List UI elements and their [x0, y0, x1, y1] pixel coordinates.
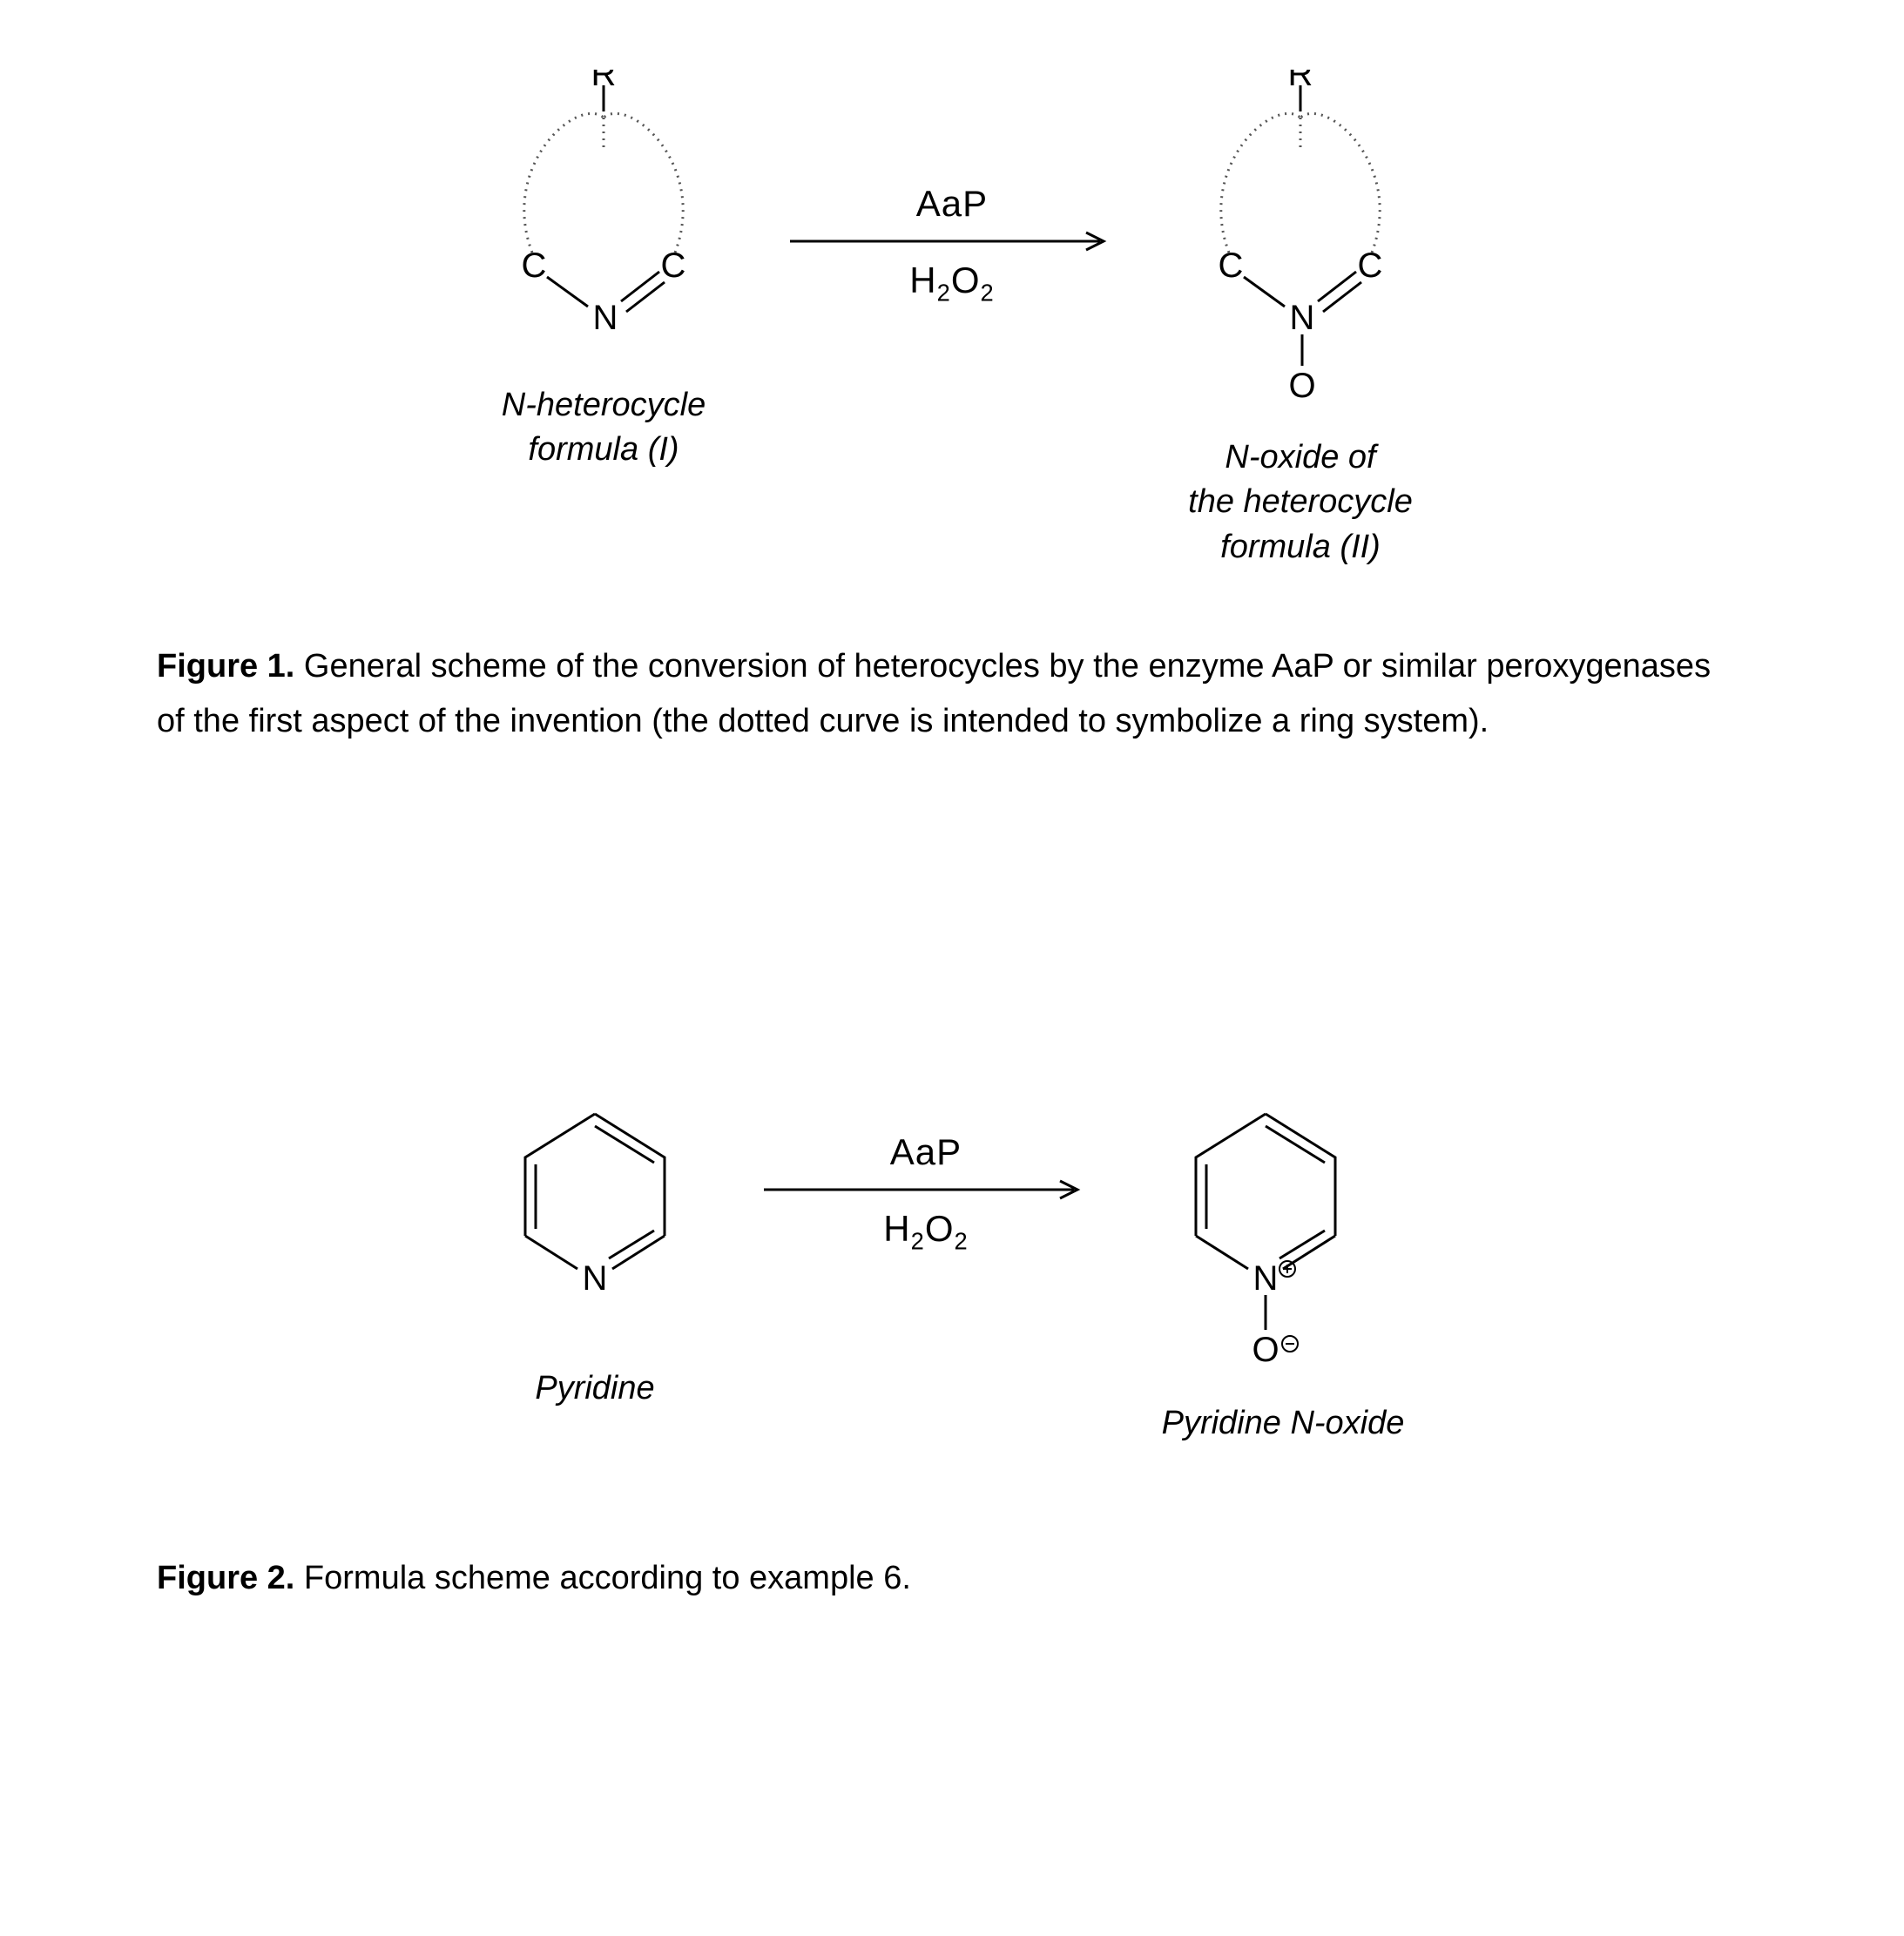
atom-C-right: C [1358, 246, 1383, 285]
fig1-left-molecule: R C C N N-heterocycleformula (I) [473, 70, 734, 473]
fig2-caption-text: Formula scheme according to example 6. [294, 1560, 911, 1596]
reaction-arrow-icon [760, 1177, 1091, 1203]
figure-2-block: N Pyridine AaP H2O2 [157, 1079, 1747, 1605]
atom-N: N [1290, 299, 1315, 337]
page: R C C N N-heterocycleformula (I) AaP H2O… [0, 0, 1904, 1936]
fig2-right-molecule: N O Pyridine N-oxide [1144, 1079, 1422, 1446]
atom-O: O [1288, 367, 1315, 405]
reaction-arrow-icon [787, 228, 1117, 254]
noxide-structure: R C C N O [1170, 70, 1431, 418]
figure-1-caption: Figure 1. General scheme of the conversi… [157, 639, 1747, 748]
fig1-arrow-bottom: H2O2 [909, 260, 994, 307]
atom-N: N [583, 1259, 608, 1298]
pyridine-noxide-structure: N O [1144, 1079, 1422, 1393]
atom-C-left: C [1219, 246, 1244, 285]
figure-1-scheme: R C C N N-heterocycleformula (I) AaP H2O… [157, 70, 1747, 570]
atom-C-left: C [522, 246, 547, 285]
fig2-right-label: Pyridine N-oxide [1162, 1401, 1405, 1446]
fig1-arrow: AaP H2O2 [787, 70, 1117, 307]
atom-N: N [593, 299, 618, 337]
fig1-right-label: N-oxide ofthe heterocycleformula (II) [1188, 435, 1413, 570]
fig1-right-molecule: R C C N O N-oxide ofthe heterocycleformu… [1170, 70, 1431, 570]
atom-O: O [1252, 1331, 1279, 1369]
fig2-left-molecule: N Pyridine [482, 1079, 708, 1411]
figure-2-scheme: N Pyridine AaP H2O2 [157, 1079, 1747, 1446]
fig2-left-label: Pyridine [535, 1366, 654, 1411]
fig2-caption-label: Figure 2. [157, 1560, 294, 1596]
fig2-arrow-bottom: H2O2 [883, 1208, 968, 1255]
nheterocycle-structure: R C C N [473, 70, 734, 366]
atom-R: R [591, 70, 617, 93]
fig1-caption-label: Figure 1. [157, 648, 294, 685]
atom-R: R [1288, 70, 1313, 93]
fig1-left-label: N-heterocycleformula (I) [502, 383, 706, 473]
atom-N: N [1253, 1259, 1279, 1298]
figure-1-block: R C C N N-heterocycleformula (I) AaP H2O… [157, 70, 1747, 748]
figure-2-caption: Figure 2. Formula scheme according to ex… [157, 1551, 1747, 1606]
atom-C-right: C [661, 246, 686, 285]
fig2-arrow: AaP H2O2 [760, 1079, 1091, 1255]
fig1-caption-text: General scheme of the conversion of hete… [157, 648, 1711, 739]
pyridine-structure: N [482, 1079, 708, 1340]
spacer [157, 905, 1747, 1079]
fig1-arrow-top: AaP [916, 183, 988, 225]
fig2-arrow-top: AaP [890, 1131, 962, 1173]
